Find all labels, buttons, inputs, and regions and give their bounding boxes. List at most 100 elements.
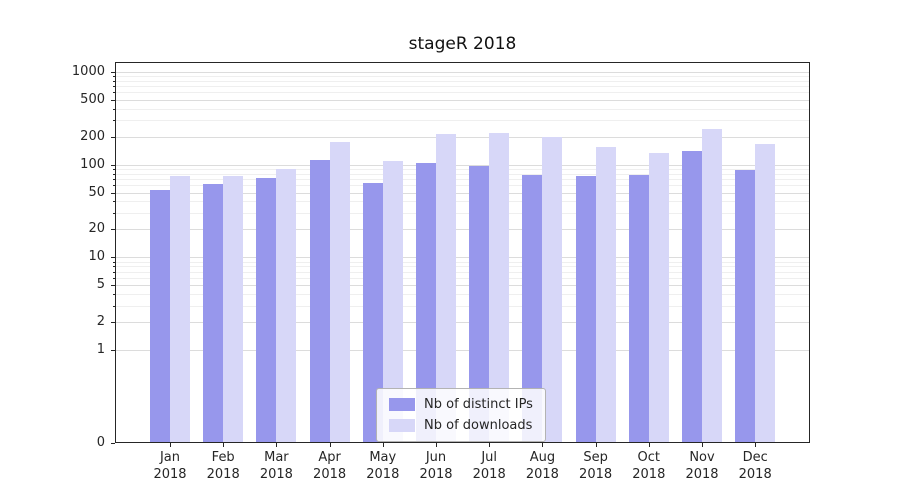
bar-distinct-ips-sep	[575, 176, 596, 443]
y-tick	[111, 322, 115, 324]
x-tick	[436, 443, 437, 447]
y-minor-tick	[113, 92, 115, 94]
major-gridline	[115, 229, 810, 231]
y-minor-tick	[113, 185, 115, 187]
major-gridline	[115, 164, 810, 166]
y-tick-label: 0	[96, 435, 105, 450]
bar-distinct-ips-jan	[150, 190, 170, 443]
x-tick-label: May 2018	[366, 450, 400, 482]
y-tick	[111, 71, 115, 73]
bar-downloads-oct	[648, 152, 669, 443]
y-tick-label: 1000	[71, 63, 105, 79]
y-minor-tick	[113, 80, 115, 82]
bar-downloads-jan	[170, 176, 190, 443]
y-tick-label: 2	[96, 314, 105, 330]
x-tick-label: Sep 2018	[579, 450, 613, 482]
bar-distinct-ips-apr	[309, 159, 330, 443]
minor-gridline	[115, 108, 810, 110]
major-gridline	[115, 350, 810, 351]
bar-distinct-ips-may	[362, 182, 383, 443]
y-minor-tick	[113, 178, 115, 180]
y-tick	[111, 350, 115, 351]
bar-downloads-aug	[542, 136, 563, 443]
x-tick-label: Jan 2018	[153, 450, 187, 482]
y-tick-label: 500	[80, 91, 105, 107]
x-tick	[702, 443, 703, 447]
y-tick-label: 1	[96, 342, 105, 357]
bar-downloads-nov	[702, 129, 722, 443]
y-minor-tick	[113, 173, 115, 175]
x-tick	[276, 443, 278, 447]
y-minor-tick	[113, 108, 115, 110]
x-tick	[648, 443, 650, 447]
legend-label-downloads: Nb of downloads	[424, 418, 533, 433]
minor-gridline	[115, 271, 810, 273]
x-tick	[542, 443, 544, 447]
minor-gridline	[115, 92, 810, 94]
major-gridline	[115, 285, 810, 287]
bar-distinct-ips-oct	[628, 175, 649, 443]
y-tick-label: 100	[80, 156, 105, 172]
minor-gridline	[115, 294, 810, 296]
major-gridline	[115, 257, 810, 259]
x-tick-label: Jun 2018	[419, 450, 453, 482]
minor-gridline	[115, 201, 810, 203]
bar-distinct-ips-dec	[735, 170, 756, 443]
major-gridline	[115, 192, 810, 194]
bar-distinct-ips-jul	[469, 165, 490, 443]
minor-gridline	[115, 168, 810, 170]
x-tick	[382, 443, 384, 447]
bar-downloads-mar	[276, 168, 297, 443]
minor-gridline	[115, 173, 810, 175]
x-tick	[595, 443, 597, 447]
legend-swatch-distinct-ips	[389, 398, 415, 411]
y-minor-tick	[113, 213, 115, 215]
y-minor-tick	[113, 168, 115, 170]
major-gridline	[115, 322, 810, 324]
y-tick	[111, 229, 115, 231]
chart-title: stageR 2018	[408, 34, 517, 54]
x-tick-label: Feb 2018	[206, 450, 240, 482]
minor-gridline	[115, 86, 810, 88]
y-tick-label: 20	[88, 221, 105, 237]
minor-gridline	[115, 277, 810, 279]
bar-downloads-may	[382, 160, 403, 443]
bar-distinct-ips-mar	[256, 177, 277, 443]
minor-gridline	[115, 76, 810, 78]
minor-gridline	[115, 261, 810, 263]
bar-distinct-ips-jun	[416, 162, 436, 443]
minor-gridline	[115, 185, 810, 187]
y-tick	[111, 164, 115, 166]
x-tick-label: Apr 2018	[313, 450, 347, 482]
y-tick-label: 10	[88, 249, 105, 265]
bar-downloads-jul	[489, 132, 510, 443]
y-tick-label: 200	[80, 128, 105, 144]
x-tick	[170, 443, 171, 447]
y-tick	[111, 99, 115, 101]
y-minor-tick	[113, 294, 115, 296]
bar-distinct-ips-aug	[522, 174, 543, 443]
minor-gridline	[115, 178, 810, 180]
bar-downloads-apr	[329, 142, 350, 443]
bar-distinct-ips-nov	[682, 151, 702, 443]
bar-distinct-ips-feb	[203, 183, 224, 443]
y-tick	[111, 136, 115, 138]
legend-item-downloads: Nb of downloads	[389, 418, 533, 433]
major-gridline	[115, 99, 810, 101]
legend-label-distinct-ips: Nb of distinct IPs	[424, 397, 533, 412]
y-minor-tick	[113, 120, 115, 122]
bar-downloads-jun	[436, 133, 456, 443]
x-tick	[329, 443, 331, 447]
major-gridline	[115, 71, 810, 73]
y-minor-tick	[113, 201, 115, 203]
x-tick-label: Aug 2018	[525, 450, 559, 482]
bar-downloads-feb	[223, 175, 244, 443]
x-tick-label: Nov 2018	[685, 450, 719, 482]
y-minor-tick	[113, 76, 115, 78]
legend-swatch-downloads	[389, 419, 415, 432]
y-minor-tick	[113, 266, 115, 268]
y-tick	[111, 285, 115, 287]
y-tick-label: 5	[96, 277, 105, 293]
major-gridline	[115, 136, 810, 138]
